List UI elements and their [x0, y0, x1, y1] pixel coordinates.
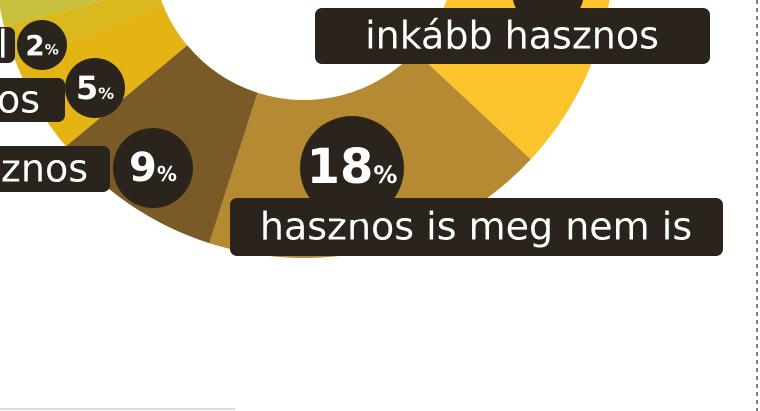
category-label: asznos — [0, 147, 88, 191]
value-number: 18 — [307, 139, 374, 195]
value-badge — [65, 58, 125, 118]
value-number: 5 — [76, 69, 98, 107]
value-badge — [512, 0, 584, 28]
value-label: 18% — [307, 139, 398, 195]
value-number: 9 — [129, 145, 157, 191]
value-badge — [300, 116, 404, 220]
value-number: 2 — [25, 29, 44, 62]
category-label: inkább hasznos — [365, 14, 659, 58]
category-label: l — [0, 23, 8, 67]
category-label: nos — [0, 78, 40, 122]
cropped-slice — [0, 0, 105, 27]
value-badge — [17, 20, 67, 70]
value-unit: % — [373, 161, 397, 189]
value-unit: % — [98, 83, 114, 102]
label-box — [0, 27, 15, 63]
value-label: 5% — [76, 69, 114, 107]
value-label: 2% — [25, 29, 59, 62]
label-box — [0, 78, 65, 122]
value-unit: % — [157, 161, 177, 185]
label-box — [0, 146, 110, 192]
value-badge — [113, 128, 193, 208]
label-box — [315, 8, 710, 64]
value-unit: % — [45, 42, 59, 58]
value-label: 9% — [129, 145, 177, 191]
